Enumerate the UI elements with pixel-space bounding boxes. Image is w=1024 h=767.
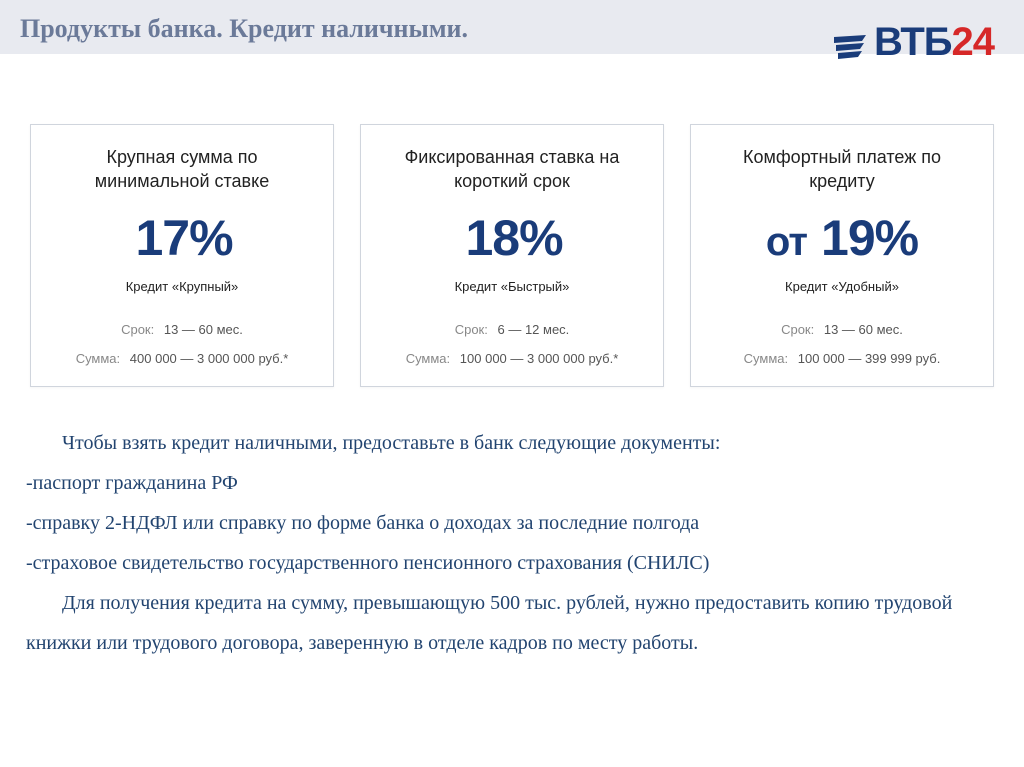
card-comfy: Комфортный платеж по кредиту от 19% Кред… <box>690 124 994 387</box>
card-amount: Сумма: 400 000 — 3 000 000 руб.* <box>45 351 319 366</box>
card-term: Срок: 13 — 60 мес. <box>705 322 979 337</box>
card-term: Срок: 13 — 60 мес. <box>45 322 319 337</box>
term-value: 13 — 60 мес. <box>824 322 903 337</box>
card-term: Срок: 6 — 12 мес. <box>375 322 649 337</box>
rate-value: 19% <box>821 210 918 266</box>
logo-vtb: ВТБ <box>874 20 952 65</box>
card-rate: от 19% <box>705 209 979 267</box>
card-name: Кредит «Быстрый» <box>375 279 649 294</box>
term-label: Срок: <box>781 322 814 337</box>
card-amount: Сумма: 100 000 — 399 999 руб. <box>705 351 979 366</box>
amount-value: 100 000 — 3 000 000 руб.* <box>460 351 619 366</box>
rate-value: 18% <box>465 210 562 266</box>
amount-label: Сумма: <box>406 351 450 366</box>
amount-value: 100 000 — 399 999 руб. <box>798 351 941 366</box>
doc-item-1: -паспорт гражданина РФ <box>26 463 988 503</box>
rate-prefix: от <box>766 220 817 264</box>
card-large: Крупная сумма по минимальной ставке 17% … <box>30 124 334 387</box>
amount-label: Сумма: <box>744 351 788 366</box>
card-heading: Комфортный платеж по кредиту <box>705 143 979 195</box>
logo-24: 24 <box>952 20 995 65</box>
amount-value: 400 000 — 3 000 000 руб.* <box>130 351 289 366</box>
cards-row: Крупная сумма по минимальной ставке 17% … <box>0 54 1024 387</box>
term-label: Срок: <box>121 322 154 337</box>
term-value: 13 — 60 мес. <box>164 322 243 337</box>
card-heading: Фиксированная ставка на короткий срок <box>375 143 649 195</box>
card-amount: Сумма: 100 000 — 3 000 000 руб.* <box>375 351 649 366</box>
card-name: Кредит «Удобный» <box>705 279 979 294</box>
extra-note: Для получения кредита на сумму, превышаю… <box>26 583 988 663</box>
card-rate: 18% <box>375 209 649 267</box>
body-text: Чтобы взять кредит наличными, предоставь… <box>0 387 1024 663</box>
term-value: 6 — 12 мес. <box>497 322 569 337</box>
logo-text: ВТБ 24 <box>874 20 994 65</box>
card-heading: Крупная сумма по минимальной ставке <box>45 143 319 195</box>
logo-wing-icon <box>832 29 868 65</box>
doc-item-2: -справку 2-НДФЛ или справку по форме бан… <box>26 503 988 543</box>
logo: ВТБ 24 <box>832 20 994 65</box>
doc-item-3: -страховое свидетельство государственног… <box>26 543 988 583</box>
card-name: Кредит «Крупный» <box>45 279 319 294</box>
amount-label: Сумма: <box>76 351 120 366</box>
page-title: Продукты банка. Кредит наличными. <box>20 14 468 44</box>
intro-line: Чтобы взять кредит наличными, предоставь… <box>26 423 988 463</box>
term-label: Срок: <box>455 322 488 337</box>
rate-value: 17% <box>135 210 232 266</box>
card-fast: Фиксированная ставка на короткий срок 18… <box>360 124 664 387</box>
card-rate: 17% <box>45 209 319 267</box>
